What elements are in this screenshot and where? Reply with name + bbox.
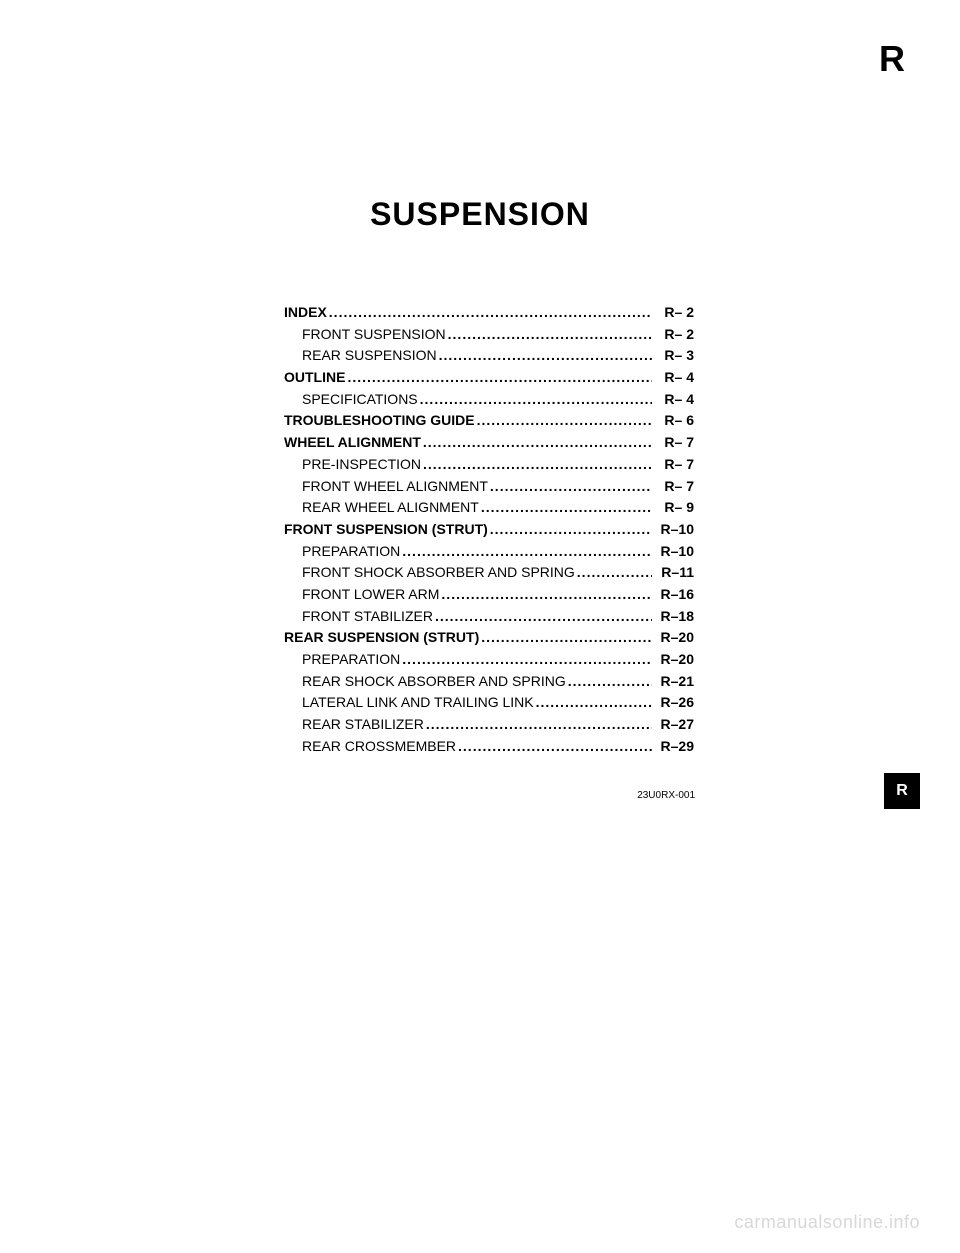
page-title: SUSPENSION	[370, 196, 590, 233]
toc-page-ref: R– 6	[652, 410, 694, 432]
toc-leader-dots: ........................................…	[446, 324, 652, 346]
section-tab: R	[884, 773, 920, 809]
toc-page-ref: R–10	[652, 541, 694, 563]
toc-entry: REAR SHOCK ABSORBER AND SPRING..........…	[284, 671, 694, 693]
toc-leader-dots: ........................................…	[400, 541, 652, 563]
toc-label: PRE-INSPECTION	[284, 454, 421, 476]
toc-label: REAR WHEEL ALIGNMENT	[284, 497, 479, 519]
toc-entry: REAR CROSSMEMBER........................…	[284, 736, 694, 758]
toc-label: FRONT SHOCK ABSORBER AND SPRING	[284, 562, 575, 584]
toc-leader-dots: ........................................…	[475, 410, 652, 432]
toc-entry: PRE-INSPECTION..........................…	[284, 454, 694, 476]
toc-entry: INDEX...................................…	[284, 302, 694, 324]
toc-entry: OUTLINE.................................…	[284, 367, 694, 389]
toc-entry: LATERAL LINK AND TRAILING LINK..........…	[284, 692, 694, 714]
toc-entry: FRONT LOWER ARM.........................…	[284, 584, 694, 606]
toc-label: REAR STABILIZER	[284, 714, 424, 736]
section-letter: R	[879, 38, 905, 80]
toc-page-ref: R– 2	[652, 324, 694, 346]
toc-label: REAR SUSPENSION (STRUT)	[284, 627, 479, 649]
toc-leader-dots: ........................................…	[456, 736, 652, 758]
toc-leader-dots: ........................................…	[424, 714, 652, 736]
toc-entry: PREPARATION.............................…	[284, 541, 694, 563]
toc-label: FRONT SUSPENSION (STRUT)	[284, 519, 488, 541]
toc-entry: FRONT SHOCK ABSORBER AND SPRING.........…	[284, 562, 694, 584]
toc-entry: WHEEL ALIGNMENT.........................…	[284, 432, 694, 454]
toc-leader-dots: ........................................…	[433, 606, 652, 628]
toc-page-ref: R–16	[652, 584, 694, 606]
toc-page-ref: R– 7	[652, 454, 694, 476]
toc-label: LATERAL LINK AND TRAILING LINK	[284, 692, 534, 714]
toc-page-ref: R– 7	[652, 432, 694, 454]
document-code: 23U0RX-001	[637, 790, 695, 801]
toc-leader-dots: ........................................…	[421, 454, 652, 476]
toc-leader-dots: ........................................…	[575, 562, 652, 584]
toc-label: SPECIFICATIONS	[284, 389, 418, 411]
toc-leader-dots: ........................................…	[479, 627, 652, 649]
toc-label: INDEX	[284, 302, 327, 324]
toc-page-ref: R– 4	[652, 367, 694, 389]
toc-entry: REAR STABILIZER.........................…	[284, 714, 694, 736]
toc-label: FRONT WHEEL ALIGNMENT	[284, 476, 488, 498]
toc-page-ref: R–26	[652, 692, 694, 714]
toc-entry: FRONT SUSPENSION (STRUT)................…	[284, 519, 694, 541]
toc-page-ref: R–10	[652, 519, 694, 541]
toc-label: PREPARATION	[284, 649, 400, 671]
table-of-contents: INDEX...................................…	[284, 302, 694, 757]
toc-leader-dots: ........................................…	[345, 367, 652, 389]
toc-entry: FRONT STABILIZER........................…	[284, 606, 694, 628]
toc-leader-dots: ........................................…	[488, 519, 652, 541]
toc-page-ref: R–29	[652, 736, 694, 758]
toc-leader-dots: ........................................…	[488, 476, 652, 498]
toc-label: REAR CROSSMEMBER	[284, 736, 456, 758]
toc-page-ref: R– 3	[652, 345, 694, 367]
toc-leader-dots: ........................................…	[327, 302, 652, 324]
toc-entry: FRONT SUSPENSION........................…	[284, 324, 694, 346]
toc-label: REAR SUSPENSION	[284, 345, 437, 367]
toc-label: REAR SHOCK ABSORBER AND SPRING	[284, 671, 566, 693]
toc-page-ref: R– 9	[652, 497, 694, 519]
toc-page-ref: R– 7	[652, 476, 694, 498]
toc-label: OUTLINE	[284, 367, 345, 389]
toc-leader-dots: ........................................…	[439, 584, 652, 606]
watermark: carmanualsonline.info	[734, 1212, 920, 1233]
toc-page-ref: R–21	[652, 671, 694, 693]
toc-page-ref: R– 2	[652, 302, 694, 324]
toc-leader-dots: ........................................…	[479, 497, 652, 519]
toc-label: FRONT LOWER ARM	[284, 584, 439, 606]
toc-entry: FRONT WHEEL ALIGNMENT...................…	[284, 476, 694, 498]
toc-leader-dots: ........................................…	[437, 345, 652, 367]
toc-label: TROUBLESHOOTING GUIDE	[284, 410, 475, 432]
toc-page-ref: R–20	[652, 649, 694, 671]
toc-entry: REAR SUSPENSION.........................…	[284, 345, 694, 367]
toc-label: FRONT SUSPENSION	[284, 324, 446, 346]
toc-page-ref: R– 4	[652, 389, 694, 411]
toc-leader-dots: ........................................…	[418, 389, 652, 411]
toc-entry: SPECIFICATIONS..........................…	[284, 389, 694, 411]
toc-page-ref: R–20	[652, 627, 694, 649]
toc-entry: PREPARATION.............................…	[284, 649, 694, 671]
toc-label: PREPARATION	[284, 541, 400, 563]
toc-leader-dots: ........................................…	[421, 432, 652, 454]
toc-leader-dots: ........................................…	[534, 692, 652, 714]
toc-entry: REAR SUSPENSION (STRUT).................…	[284, 627, 694, 649]
toc-page-ref: R–18	[652, 606, 694, 628]
toc-label: WHEEL ALIGNMENT	[284, 432, 421, 454]
toc-entry: TROUBLESHOOTING GUIDE...................…	[284, 410, 694, 432]
toc-label: FRONT STABILIZER	[284, 606, 433, 628]
toc-page-ref: R–27	[652, 714, 694, 736]
toc-entry: REAR WHEEL ALIGNMENT....................…	[284, 497, 694, 519]
toc-leader-dots: ........................................…	[400, 649, 652, 671]
toc-leader-dots: ........................................…	[566, 671, 652, 693]
toc-page-ref: R–11	[652, 562, 694, 584]
